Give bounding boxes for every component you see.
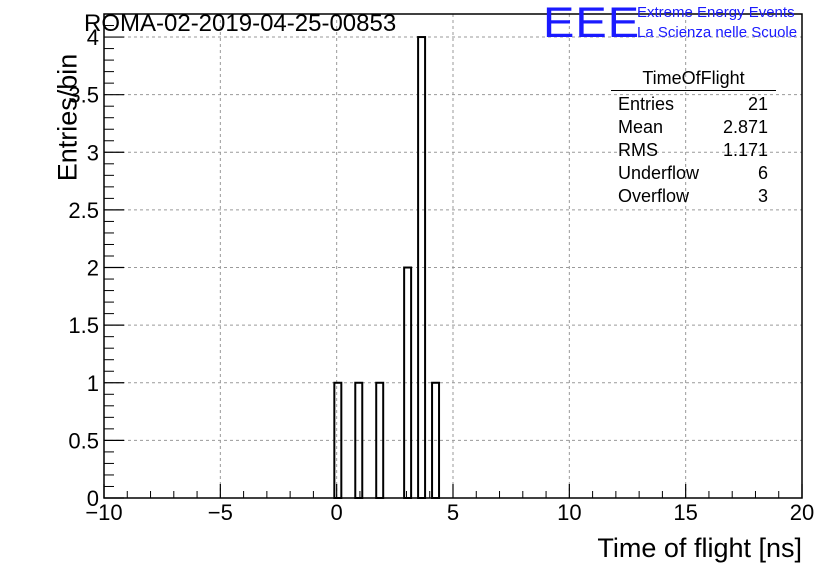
chart-title: ROMA-02-2019-04-25-00853 (84, 10, 397, 37)
grid-lines (104, 14, 802, 498)
y-tick-label: 0.5 (68, 428, 99, 453)
y-tick-label: 2.5 (68, 198, 99, 223)
stats-row-overflow: Overflow 3 (611, 185, 776, 208)
stats-label: Mean (618, 117, 664, 137)
x-tick-label: −10 (85, 500, 122, 525)
y-tick-label: 3.5 (68, 83, 99, 108)
stats-row-mean: Mean 2.871 (611, 116, 776, 139)
stats-box: TimeOfFlight Entries 21 Mean 2.871 RMS 1.17… (611, 68, 776, 208)
y-tick-label: 1.5 (68, 313, 99, 338)
y-tick-label: 3 (87, 140, 99, 165)
stats-row-rms: RMS 1.171 (611, 139, 776, 162)
stats-value: 1.171 (722, 140, 768, 160)
x-tick-label: 10 (557, 500, 581, 525)
stats-row-entries: Entries 21 (611, 93, 776, 116)
x-tick-label: 0 (331, 500, 343, 525)
stats-value: 2.871 (722, 117, 768, 137)
stats-label: Entries (618, 94, 675, 114)
stats-label: Overflow (618, 186, 690, 206)
x-tick-label: 20 (790, 500, 814, 525)
x-tick-label: 15 (673, 500, 697, 525)
logo-line-2: La Scienza nelle Scuole (637, 24, 798, 41)
axis-tick-labels: −10 −5 0 5 10 15 20 0 0.5 1 1.5 2 2.5 3 3.5 4 (68, 25, 814, 525)
logo-line-1: Extreme Energy Events (637, 4, 795, 21)
stats-value: 21 (747, 94, 768, 114)
y-tick-label: 0 (87, 486, 99, 511)
y-tick-label: 4 (87, 25, 99, 50)
stats-value: 6 (757, 163, 768, 183)
y-tick-label: 2 (87, 256, 99, 281)
axis-ticks (103, 25, 803, 499)
x-axis-label: Time of flight [ns] (597, 533, 802, 563)
stats-row-underflow: Underflow 6 (611, 162, 776, 185)
stats-value: 3 (757, 186, 768, 206)
x-tick-label: −5 (208, 500, 233, 525)
stats-box-title: TimeOfFlight (611, 68, 776, 91)
stats-label: RMS (618, 140, 658, 160)
y-tick-label: 1 (87, 371, 99, 396)
y-axis-label: Entries/bin (52, 53, 83, 182)
x-tick-label: 5 (447, 500, 459, 525)
eee-logo: EEE (543, 0, 641, 47)
stats-label: Underflow (618, 163, 700, 183)
